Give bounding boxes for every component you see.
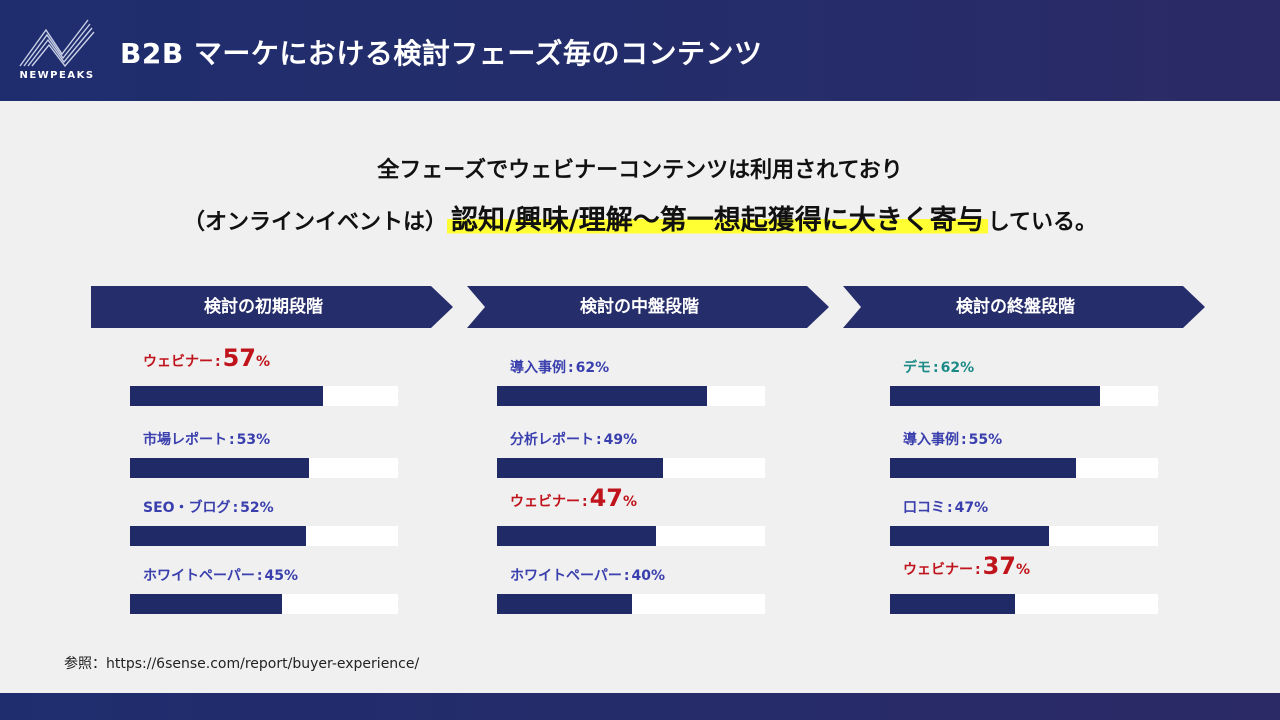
stage-column-middle: 導入事例:62% 分析レポート:49% ウェビナー:47% ホワイトペーパー:40% xyxy=(497,340,797,620)
bar-track xyxy=(890,458,1158,478)
bar-label-name: デモ xyxy=(903,360,931,376)
bar-label-sep: : xyxy=(232,500,239,516)
bar-label: ウェビナー:37% xyxy=(903,552,1030,580)
bar-label-name: ホワイトペーパー xyxy=(143,568,255,584)
bar-track xyxy=(130,386,398,406)
bar-label-sep: : xyxy=(215,354,221,370)
logo-text: NEWPEAKS xyxy=(19,70,95,81)
bar-label: 口コミ:47% xyxy=(903,497,988,517)
bar-value-label: 62% xyxy=(940,360,975,376)
bar-label: 分析レポート:49% xyxy=(510,429,637,449)
bar-value-label: 37 xyxy=(982,552,1017,580)
header-bar: NEWPEAKS B2B マーケにおける検討フェーズ毎のコンテンツ xyxy=(0,0,1280,101)
bar-track xyxy=(130,594,398,614)
bar-track xyxy=(130,526,398,546)
bar-label-sep: : xyxy=(568,360,574,376)
stage-banner-middle: 検討の中盤段階 xyxy=(467,286,829,328)
chevron-arrow-icon xyxy=(843,286,1205,328)
stage-label: 検討の中盤段階 xyxy=(580,297,699,317)
bar-fill xyxy=(890,458,1076,478)
stage-label: 検討の終盤段階 xyxy=(956,297,1075,317)
bar-label-sep: : xyxy=(229,432,235,448)
headline-line1: 全フェーズでウェビナーコンテンツは利用されており xyxy=(377,158,903,183)
peaks-logo-icon xyxy=(19,19,95,68)
stage-banner-late: 検討の終盤段階 xyxy=(843,286,1205,328)
bar-value-unit: % xyxy=(1016,562,1031,578)
bar-label: ウェビナー:47% xyxy=(510,484,637,512)
bar-fill xyxy=(890,526,1049,546)
bar-value-label: 47 xyxy=(589,484,624,512)
bar-value-label: 53% xyxy=(236,432,271,448)
bar-label: デモ:62% xyxy=(903,357,974,377)
bar-value-label: 55% xyxy=(968,432,1003,448)
bar-value-label: 49% xyxy=(603,432,638,448)
bar-fill xyxy=(890,594,1016,614)
reference-note: 参照：https://6sense.com/report/buyer-exper… xyxy=(64,656,420,672)
stage-column-early: ウェビナー:57% 市場レポート:53% SEO・ブログ:52% ホワイトペーパー:4… xyxy=(130,340,430,620)
bar-value-label: 47% xyxy=(954,500,989,516)
bar-label: SEO・ブログ:52% xyxy=(143,497,274,517)
bar-label-sep: : xyxy=(596,432,602,448)
page-title: B2B マーケにおける検討フェーズ毎のコンテンツ xyxy=(120,37,763,70)
bar-track xyxy=(130,458,398,478)
bar-track xyxy=(497,594,765,614)
bar-value-label: 62% xyxy=(575,360,610,376)
bar-label: 市場レポート:53% xyxy=(143,429,270,449)
bar-label-sep: : xyxy=(256,568,263,584)
headline-line2: （オンラインイベントは） 認知/興味/理解〜第一想起獲得に大きく寄与 している。 xyxy=(0,198,1280,237)
bar-label: ホワイトペーパー:40% xyxy=(510,565,665,585)
bar-label: 導入事例:62% xyxy=(510,357,609,377)
bar-label-name: 導入事例 xyxy=(903,432,959,448)
bar-label-sep: : xyxy=(947,500,953,516)
bar-label-name: 導入事例 xyxy=(510,360,566,376)
bar-track xyxy=(890,594,1158,614)
headline-prefix: （オンラインイベントは） xyxy=(182,210,447,235)
bar-value-label: 45% xyxy=(264,568,298,584)
bar-label-sep: : xyxy=(933,360,939,376)
chevron-arrow-icon xyxy=(467,286,829,328)
headline-suffix: している。 xyxy=(987,210,1098,235)
bar-fill xyxy=(497,594,633,614)
bar-fill xyxy=(130,594,283,614)
bar-label-sep: : xyxy=(961,432,967,448)
footer-bar xyxy=(0,693,1280,720)
stage-label: 検討の初期段階 xyxy=(204,297,323,317)
chevron-arrow-icon xyxy=(91,286,453,328)
bar-label: ホワイトペーパー:45% xyxy=(143,565,298,585)
bar-fill xyxy=(497,526,656,546)
stage-column-late: デモ:62% 導入事例:55% 口コミ:47% ウェビナー:37% xyxy=(890,340,1190,620)
bar-label-sep: : xyxy=(623,568,630,584)
bar-label-name: 分析レポート xyxy=(510,432,594,448)
bar-label: ウェビナー:57% xyxy=(143,344,270,372)
bar-value-label: 52% xyxy=(240,500,274,516)
bar-label-name: ウェビナー xyxy=(510,494,580,510)
bar-label-name: 市場レポート xyxy=(143,432,227,448)
bar-label-sep: : xyxy=(975,562,981,578)
bar-fill xyxy=(497,458,663,478)
bar-track xyxy=(890,386,1158,406)
bar-value-label: 57 xyxy=(222,344,257,372)
newpeaks-logo: NEWPEAKS xyxy=(16,18,98,88)
bar-label-name: SEO・ブログ xyxy=(143,500,231,516)
bar-value-unit: % xyxy=(623,494,638,510)
bar-fill xyxy=(890,386,1100,406)
bar-label-name: ウェビナー xyxy=(143,354,213,370)
bar-value-label: 40% xyxy=(631,568,665,584)
bar-fill xyxy=(130,386,323,406)
bar-value-unit: % xyxy=(256,354,271,370)
bar-track xyxy=(890,526,1158,546)
bar-track xyxy=(497,386,765,406)
bar-label-name: 口コミ xyxy=(903,500,945,516)
stage-banner-early: 検討の初期段階 xyxy=(91,286,453,328)
bar-label-name: ホワイトペーパー xyxy=(510,568,622,584)
bar-fill xyxy=(497,386,707,406)
headline-highlight: 認知/興味/理解〜第一想起獲得に大きく寄与 xyxy=(446,205,988,236)
bar-label: 導入事例:55% xyxy=(903,429,1002,449)
bar-fill xyxy=(130,458,310,478)
bar-label-name: ウェビナー xyxy=(903,562,973,578)
bar-track xyxy=(497,526,765,546)
bar-track xyxy=(497,458,765,478)
bar-label-sep: : xyxy=(582,494,588,510)
bar-fill xyxy=(130,526,306,546)
